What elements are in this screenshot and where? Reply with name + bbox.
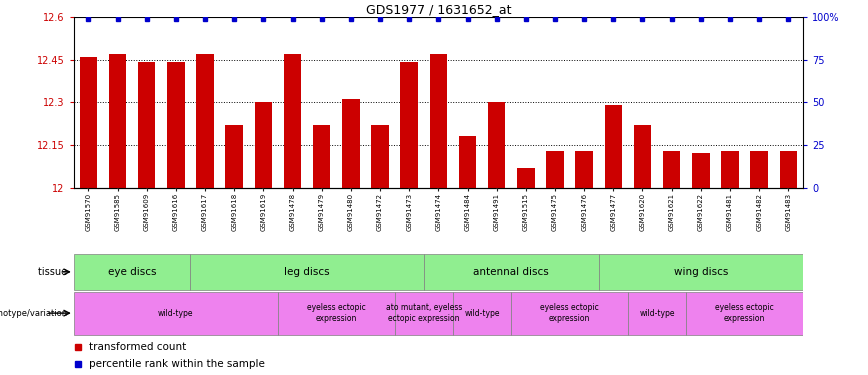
Bar — [284, 54, 301, 188]
Bar — [74, 291, 278, 335]
Text: GSM91620: GSM91620 — [640, 193, 646, 231]
Text: GSM91491: GSM91491 — [494, 193, 500, 231]
Text: GSM91619: GSM91619 — [260, 193, 266, 231]
Bar — [424, 254, 599, 290]
Text: tissue: tissue — [38, 267, 70, 277]
Bar — [190, 254, 424, 290]
Text: GSM91622: GSM91622 — [698, 193, 704, 231]
Text: GSM91482: GSM91482 — [756, 193, 762, 231]
Bar — [395, 291, 453, 335]
Text: leg discs: leg discs — [285, 267, 330, 277]
Bar — [313, 125, 331, 188]
Text: wild-type: wild-type — [158, 309, 194, 318]
Bar — [254, 102, 272, 188]
Text: GSM91475: GSM91475 — [552, 193, 558, 231]
Text: GSM91478: GSM91478 — [290, 193, 295, 231]
Bar — [80, 57, 97, 188]
Text: GSM91472: GSM91472 — [377, 193, 383, 231]
Bar — [138, 62, 155, 188]
Bar — [605, 105, 622, 188]
Text: GSM91474: GSM91474 — [436, 193, 441, 231]
Bar — [692, 153, 709, 188]
Text: GSM91484: GSM91484 — [464, 193, 470, 231]
Bar — [488, 102, 505, 188]
Bar — [663, 150, 681, 188]
Text: eyeless ectopic
expression: eyeless ectopic expression — [540, 303, 599, 323]
Bar — [108, 54, 126, 188]
Bar — [517, 168, 535, 188]
Text: wing discs: wing discs — [674, 267, 728, 277]
Bar — [400, 62, 418, 188]
Text: GSM91570: GSM91570 — [85, 193, 91, 231]
Text: GSM91480: GSM91480 — [348, 193, 354, 231]
Bar — [599, 254, 803, 290]
Text: eyeless ectopic
expression: eyeless ectopic expression — [307, 303, 365, 323]
Bar — [74, 254, 190, 290]
Text: GSM91621: GSM91621 — [668, 193, 674, 231]
Bar — [459, 136, 477, 188]
Bar — [372, 125, 389, 188]
Bar — [342, 99, 359, 188]
Bar — [278, 291, 395, 335]
Text: GSM91609: GSM91609 — [144, 193, 149, 231]
Text: GSM91618: GSM91618 — [231, 193, 237, 231]
Bar — [168, 62, 185, 188]
Text: eyeless ectopic
expression: eyeless ectopic expression — [715, 303, 774, 323]
Text: percentile rank within the sample: percentile rank within the sample — [89, 359, 265, 369]
Text: antennal discs: antennal discs — [473, 267, 549, 277]
Text: GSM91585: GSM91585 — [115, 193, 121, 231]
Bar — [430, 54, 447, 188]
Text: GSM91477: GSM91477 — [610, 193, 616, 231]
Bar — [779, 150, 797, 188]
Bar — [628, 291, 687, 335]
Title: GDS1977 / 1631652_at: GDS1977 / 1631652_at — [365, 3, 511, 16]
Text: eye discs: eye discs — [108, 267, 156, 277]
Text: GSM91481: GSM91481 — [727, 193, 733, 231]
Bar — [634, 125, 651, 188]
Text: GSM91515: GSM91515 — [523, 193, 529, 231]
Bar — [196, 54, 214, 188]
Text: GSM91479: GSM91479 — [319, 193, 325, 231]
Text: GSM91617: GSM91617 — [202, 193, 208, 231]
Bar — [575, 150, 593, 188]
Bar — [721, 150, 739, 188]
Text: GSM91483: GSM91483 — [786, 193, 792, 231]
Text: ato mutant, eyeless
ectopic expression: ato mutant, eyeless ectopic expression — [385, 303, 462, 323]
Text: transformed count: transformed count — [89, 342, 187, 352]
Text: wild-type: wild-type — [464, 309, 500, 318]
Text: GSM91616: GSM91616 — [173, 193, 179, 231]
Bar — [453, 291, 511, 335]
Bar — [751, 150, 768, 188]
Text: GSM91473: GSM91473 — [406, 193, 412, 231]
Bar — [546, 150, 563, 188]
Text: genotype/variation: genotype/variation — [0, 309, 70, 318]
Text: wild-type: wild-type — [640, 309, 674, 318]
Text: GSM91476: GSM91476 — [582, 193, 587, 231]
Bar — [687, 291, 803, 335]
Bar — [511, 291, 628, 335]
Bar — [226, 125, 243, 188]
